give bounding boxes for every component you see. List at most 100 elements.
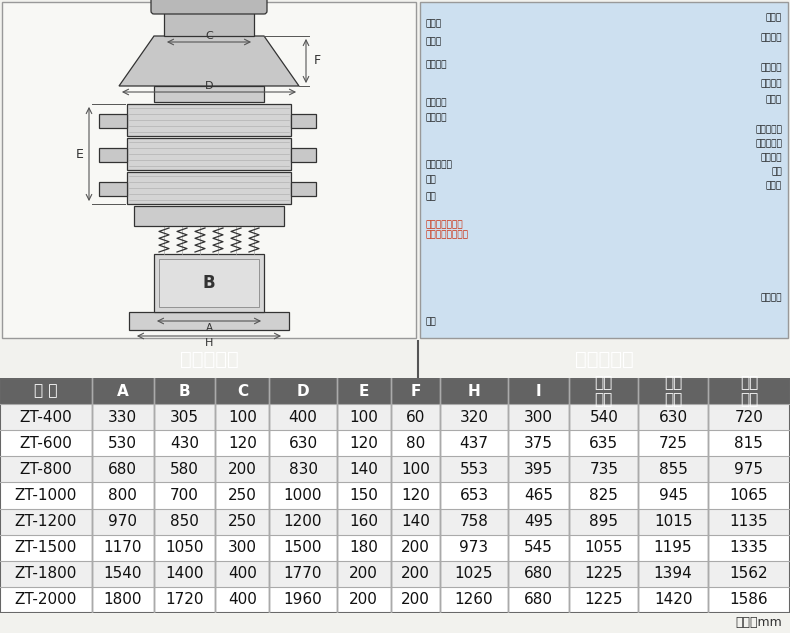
Text: 320: 320: [460, 410, 488, 425]
Bar: [420, 2, 788, 338]
Text: H: H: [205, 338, 213, 348]
Text: 437: 437: [460, 436, 488, 451]
Text: 735: 735: [589, 462, 619, 477]
Text: 1225: 1225: [585, 592, 623, 608]
Bar: [0, 535, 790, 561]
Bar: [134, 206, 284, 226]
Text: 430: 430: [170, 436, 199, 451]
Bar: [99, 148, 127, 162]
Text: 895: 895: [589, 514, 619, 529]
Text: 1025: 1025: [455, 567, 493, 581]
FancyBboxPatch shape: [151, 0, 267, 14]
Text: 1065: 1065: [729, 488, 768, 503]
Text: ZT-600: ZT-600: [20, 436, 73, 451]
Text: 150: 150: [349, 488, 378, 503]
Bar: [0, 456, 790, 482]
Text: 上部重锤: 上部重锤: [761, 153, 782, 163]
Text: 外形尺尺图: 外形尺尺图: [179, 349, 239, 368]
Bar: [154, 86, 264, 102]
Text: 653: 653: [460, 488, 488, 503]
Bar: [291, 182, 316, 196]
Text: 635: 635: [589, 436, 619, 451]
Text: F: F: [314, 54, 321, 68]
Text: 530: 530: [108, 436, 137, 451]
Text: 型 号: 型 号: [34, 384, 58, 399]
Text: 700: 700: [170, 488, 199, 503]
Polygon shape: [119, 36, 299, 86]
Text: 1195: 1195: [654, 540, 693, 555]
Bar: [127, 172, 291, 204]
Text: 200: 200: [401, 540, 430, 555]
Text: 1720: 1720: [165, 592, 204, 608]
Text: 60: 60: [406, 410, 425, 425]
Text: 400: 400: [228, 567, 257, 581]
Text: ZT-2000: ZT-2000: [15, 592, 77, 608]
Text: 495: 495: [524, 514, 553, 529]
Text: 973: 973: [460, 540, 488, 555]
Text: 下部重锤: 下部重锤: [761, 294, 782, 303]
Text: 1170: 1170: [103, 540, 142, 555]
Text: 553: 553: [460, 462, 488, 477]
Bar: [2, 2, 416, 338]
Text: 830: 830: [288, 462, 318, 477]
Bar: [159, 259, 259, 307]
Text: 振体: 振体: [771, 168, 782, 177]
Text: D: D: [205, 81, 213, 91]
Text: 400: 400: [228, 592, 257, 608]
Bar: [291, 148, 316, 162]
Text: 855: 855: [659, 462, 687, 477]
Text: 400: 400: [288, 410, 318, 425]
Text: 970: 970: [108, 514, 137, 529]
Text: F: F: [410, 384, 421, 399]
Text: 运输用固定螺梗
试机时去掉！！！: 运输用固定螺梗 试机时去掉！！！: [426, 220, 469, 240]
Text: 1135: 1135: [729, 514, 768, 529]
Text: 80: 80: [406, 436, 425, 451]
Text: 底座: 底座: [426, 318, 437, 327]
Bar: [0, 587, 790, 613]
Text: 300: 300: [228, 540, 257, 555]
Text: 580: 580: [170, 462, 199, 477]
Text: 395: 395: [524, 462, 553, 477]
Text: 100: 100: [401, 462, 430, 477]
Text: 120: 120: [349, 436, 378, 451]
Text: 200: 200: [349, 592, 378, 608]
Bar: [127, 138, 291, 170]
Text: 200: 200: [401, 567, 430, 581]
Text: 200: 200: [401, 592, 430, 608]
Text: A: A: [117, 384, 129, 399]
Text: 橡胶球: 橡胶球: [766, 96, 782, 104]
Text: D: D: [297, 384, 310, 399]
Text: 辅助筛网: 辅助筛网: [761, 34, 782, 42]
Text: B: B: [179, 384, 190, 399]
Text: 1015: 1015: [654, 514, 692, 529]
Text: 100: 100: [228, 410, 257, 425]
Bar: [0, 561, 790, 587]
Text: 1055: 1055: [585, 540, 623, 555]
Text: 160: 160: [349, 514, 378, 529]
Text: 1562: 1562: [729, 567, 768, 581]
Text: 小尺寸排料: 小尺寸排料: [426, 161, 453, 170]
Text: 单位：mm: 单位：mm: [735, 617, 782, 629]
Text: 1000: 1000: [284, 488, 322, 503]
Text: 975: 975: [735, 462, 763, 477]
Bar: [164, 11, 254, 36]
Text: B: B: [203, 274, 216, 292]
Text: 球形清洗板: 球形清洗板: [755, 125, 782, 134]
Text: 辅助筛网: 辅助筛网: [761, 63, 782, 73]
Text: 120: 120: [228, 436, 257, 451]
Text: 电动机: 电动机: [766, 182, 782, 191]
Text: 二层
高度: 二层 高度: [664, 375, 683, 407]
Text: 200: 200: [228, 462, 257, 477]
Text: 底部框架: 底部框架: [426, 113, 447, 123]
Bar: [291, 114, 316, 128]
Text: 305: 305: [170, 410, 199, 425]
Text: 180: 180: [349, 540, 378, 555]
Bar: [129, 312, 289, 330]
Bar: [99, 114, 127, 128]
Text: 1540: 1540: [103, 567, 142, 581]
Text: 140: 140: [349, 462, 378, 477]
Text: A: A: [205, 323, 213, 333]
Bar: [99, 182, 127, 196]
Text: C: C: [205, 31, 213, 41]
Text: 1400: 1400: [165, 567, 204, 581]
